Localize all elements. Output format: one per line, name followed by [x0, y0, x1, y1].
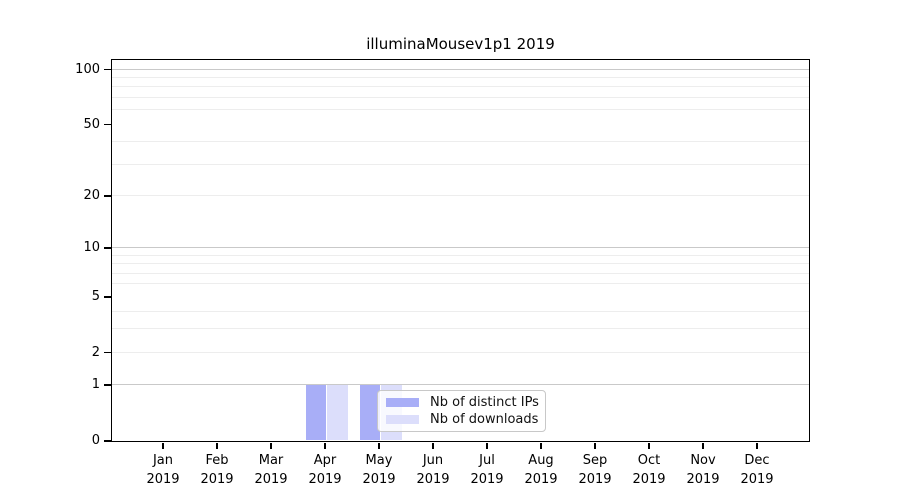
x-tick-11 — [756, 442, 758, 449]
y-tick-label-100: 100 — [75, 61, 100, 77]
y-tick-label-5: 5 — [91, 288, 100, 304]
x-tick-label-11: Dec 2019 — [725, 452, 789, 489]
bar-nb-of-distinct-ips-may-2019 — [359, 384, 380, 441]
y-tick-20 — [104, 195, 111, 197]
legend-swatch-downloads — [386, 414, 419, 425]
y-tick-label-2: 2 — [91, 344, 100, 360]
x-tick-year-0: 2019 — [146, 471, 180, 487]
x-tick-month-0: Jan — [152, 453, 174, 468]
x-tick-month-9: Oct — [637, 453, 661, 468]
x-tick-10 — [702, 442, 704, 449]
x-tick-month-2: Mar — [258, 453, 284, 468]
x-tick-year-3: 2019 — [308, 471, 342, 487]
y-tick-2 — [104, 351, 111, 354]
y-tick-50 — [104, 123, 111, 126]
y-tick-0 — [104, 440, 111, 442]
legend-swatch-distinct-ips — [386, 397, 419, 408]
legend: Nb of distinct IPs Nb of downloads — [377, 390, 546, 432]
x-tick-month-5: Jun — [422, 453, 444, 468]
x-tick-month-7: Aug — [528, 453, 554, 468]
x-tick-label-6: Jul 2019 — [455, 452, 519, 489]
x-tick-month-4: May — [365, 453, 393, 468]
x-tick-year-2: 2019 — [254, 471, 288, 487]
x-tick-year-1: 2019 — [200, 471, 234, 487]
x-tick-9 — [648, 442, 650, 449]
legend-label-distinct-ips: Nb of distinct IPs — [430, 395, 539, 410]
x-tick-year-10: 2019 — [686, 471, 720, 487]
gridline-minor-6 — [111, 283, 809, 285]
y-tick-100 — [104, 68, 111, 71]
y-tick-label-1: 1 — [91, 377, 100, 393]
gridline-minor-80 — [111, 86, 809, 88]
gridline-minor-2 — [111, 351, 809, 353]
y-tick-10 — [104, 247, 111, 249]
gridline-major-10 — [111, 247, 809, 249]
x-tick-month-8: Sep — [582, 453, 608, 468]
gridline-minor-4 — [111, 310, 809, 312]
x-tick-2 — [270, 442, 272, 449]
gridline-major-1 — [111, 384, 809, 386]
x-tick-month-1: Feb — [205, 453, 229, 468]
gridline-minor-60 — [111, 109, 809, 111]
plot-area: Nb of distinct IPs Nb of downloads — [110, 58, 810, 442]
y-tick-label-10: 10 — [83, 240, 100, 256]
y-tick-5 — [104, 296, 111, 298]
y-tick-label-0: 0 — [91, 433, 100, 448]
x-tick-month-3: Apr — [313, 453, 337, 468]
x-tick-year-7: 2019 — [524, 471, 558, 487]
x-tick-6 — [486, 442, 488, 449]
x-tick-label-9: Oct 2019 — [617, 452, 681, 489]
gridline-minor-9 — [111, 254, 809, 256]
x-tick-year-11: 2019 — [740, 471, 774, 487]
y-tick-label-50: 50 — [83, 116, 100, 132]
x-tick-7 — [540, 442, 542, 449]
x-tick-month-10: Nov — [690, 453, 716, 468]
x-tick-month-6: Jul — [479, 453, 495, 468]
bar-nb-of-distinct-ips-apr-2019 — [305, 384, 326, 441]
gridline-minor-40 — [111, 141, 809, 143]
gridline-minor-7 — [111, 272, 809, 274]
x-tick-label-4: May 2019 — [347, 452, 411, 489]
gridline-minor-90 — [111, 77, 809, 79]
x-tick-1 — [216, 442, 218, 449]
gridline-minor-70 — [111, 97, 809, 99]
legend-entry-distinct-ips: Nb of distinct IPs — [386, 395, 539, 410]
x-tick-month-11: Dec — [744, 453, 770, 468]
x-tick-label-3: Apr 2019 — [293, 452, 357, 489]
x-tick-year-8: 2019 — [578, 471, 612, 487]
x-tick-3 — [324, 442, 326, 449]
x-tick-year-9: 2019 — [632, 471, 666, 487]
x-tick-5 — [432, 442, 434, 449]
x-tick-8 — [594, 442, 596, 449]
legend-label-downloads: Nb of downloads — [430, 412, 539, 427]
x-tick-year-6: 2019 — [470, 471, 504, 487]
x-tick-label-1: Feb 2019 — [185, 452, 249, 489]
x-tick-0 — [162, 442, 164, 449]
gridline-minor-3 — [111, 328, 809, 330]
y-tick-label-20: 20 — [83, 188, 100, 204]
gridline-major-100 — [111, 68, 809, 70]
x-tick-year-4: 2019 — [362, 471, 396, 487]
x-tick-label-0: Jan 2019 — [131, 452, 195, 489]
x-tick-label-7: Aug 2019 — [509, 452, 573, 489]
legend-entry-downloads: Nb of downloads — [386, 412, 539, 427]
gridline-minor-30 — [111, 163, 809, 165]
x-tick-label-10: Nov 2019 — [671, 452, 735, 489]
x-tick-year-5: 2019 — [416, 471, 450, 487]
chart-title: illuminaMousev1p1 2019 — [366, 35, 555, 53]
gridline-minor-20 — [111, 195, 809, 197]
x-tick-label-8: Sep 2019 — [563, 452, 627, 489]
bar-nb-of-downloads-apr-2019 — [327, 384, 348, 441]
x-tick-label-5: Jun 2019 — [401, 452, 465, 489]
x-tick-4 — [378, 442, 380, 449]
gridline-minor-8 — [111, 263, 809, 265]
x-tick-label-2: Mar 2019 — [239, 452, 303, 489]
y-tick-1 — [104, 384, 111, 386]
